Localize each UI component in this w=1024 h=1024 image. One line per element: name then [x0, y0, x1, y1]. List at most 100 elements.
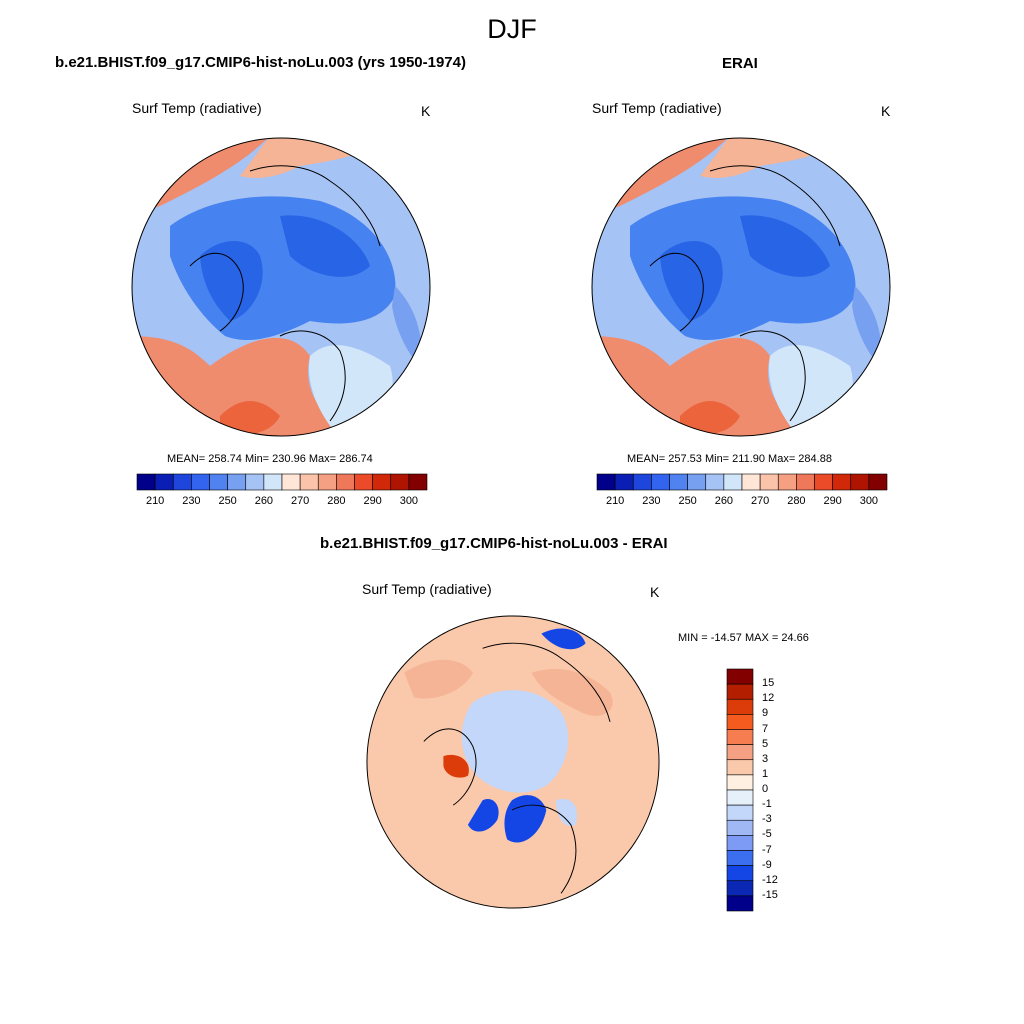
- colorbar-tick-label: 15: [762, 677, 775, 690]
- colorbar-tick-label: 260: [254, 495, 274, 507]
- colorbar-tick-label: 260: [714, 495, 734, 507]
- colorbar-tick-label: 1: [762, 767, 769, 780]
- colorbar-tick-label: 210: [145, 495, 165, 507]
- coastline: [709, 165, 841, 247]
- colorbar-tick-label: 300: [399, 495, 419, 507]
- coastline: [511, 804, 577, 894]
- coastline: [279, 330, 346, 422]
- colorbar-box: [726, 774, 754, 791]
- colorbar-box: [263, 473, 283, 491]
- cold-core-siberia: [280, 215, 370, 277]
- colorbar-box: [651, 473, 670, 491]
- warm-region-siberia: [531, 668, 613, 716]
- colorbar-tick-label: 230: [642, 495, 661, 507]
- panel-3-polar-map: [366, 615, 660, 909]
- panel-2-variable: Surf Temp (radiative): [592, 100, 722, 116]
- colorbar-box: [726, 819, 754, 836]
- colorbar-box: [726, 895, 754, 912]
- map-border: [591, 137, 891, 437]
- colorbar-box: [726, 683, 754, 700]
- cold-anomaly-labrador: [467, 798, 499, 832]
- cool-region-east: [852, 286, 882, 366]
- coastline: [249, 165, 381, 247]
- panel-2-colorbar: [596, 473, 888, 491]
- colorbar-box: [317, 473, 337, 491]
- colorbar-tick-label: -3: [762, 813, 772, 826]
- colorbar-box: [372, 473, 392, 491]
- panel-2-polar-map: [591, 137, 891, 437]
- colorbar-box: [726, 759, 754, 776]
- colorbar-box: [777, 473, 797, 491]
- colorbar-box: [354, 473, 373, 491]
- cold-core-greenland: [200, 241, 263, 321]
- panel-1-title: b.e21.BHIST.f09_g17.CMIP6-hist-noLu.003 …: [55, 54, 466, 71]
- colorbar-box: [726, 880, 754, 897]
- colorbar-box: [726, 865, 754, 882]
- colorbar-box: [726, 668, 754, 685]
- panel-3-variable: Surf Temp (radiative): [362, 581, 492, 597]
- coastline: [739, 330, 806, 422]
- colorbar-tick-label: 7: [762, 722, 769, 735]
- colorbar-box: [868, 473, 888, 491]
- colorbar-box: [136, 473, 156, 491]
- colorbar-tick-label: 280: [787, 495, 806, 507]
- colorbar-tick-label: 250: [218, 495, 237, 507]
- cool-region-arctic: [461, 690, 569, 793]
- panel-2-stats: MEAN= 257.53 Min= 211.90 Max= 284.88: [627, 453, 832, 465]
- colorbar-tick-label: 9: [762, 707, 769, 720]
- colorbar-box: [227, 473, 247, 491]
- colorbar-tick-label: -15: [762, 888, 778, 901]
- colorbar-box: [726, 804, 754, 821]
- cool-region-barents: [556, 798, 578, 826]
- panel-3-units: K: [650, 584, 660, 600]
- colorbar-tick-label: 0: [762, 783, 769, 795]
- colorbar-box: [632, 473, 652, 491]
- colorbar-box: [614, 473, 634, 491]
- colorbar-box: [726, 744, 754, 761]
- colorbar-tick-label: 250: [678, 495, 697, 507]
- panel-1-units: K: [421, 103, 431, 119]
- colorbar-box: [299, 473, 319, 491]
- cold-anomaly-bering: [541, 628, 586, 650]
- colorbar-tick-label: -9: [762, 858, 772, 871]
- warm-core-atlantic: [220, 401, 280, 435]
- colorbar-box: [408, 473, 428, 491]
- panel-2-units: K: [881, 103, 891, 119]
- colorbar-tick-label: -1: [762, 798, 772, 811]
- coastline: [189, 252, 244, 332]
- colorbar-tick-label: 5: [762, 737, 769, 750]
- colorbar-box: [154, 473, 174, 491]
- cold-core-siberia: [740, 215, 830, 277]
- colorbar-box: [759, 473, 779, 491]
- colorbar-box: [209, 473, 228, 491]
- colorbar-tick-label: 270: [290, 495, 310, 507]
- colorbar-tick-label: 230: [182, 495, 201, 507]
- colorbar-box: [245, 473, 265, 491]
- colorbar-box: [281, 473, 301, 491]
- panel-1-stats: MEAN= 258.74 Min= 230.96 Max= 286.74: [167, 453, 373, 465]
- colorbar-tick-label: -5: [762, 828, 772, 841]
- colorbar-tick-label: 290: [823, 495, 842, 507]
- colorbar-tick-label: -7: [762, 843, 772, 856]
- colorbar-box: [850, 473, 870, 491]
- colorbar-box: [726, 789, 754, 806]
- colorbar-tick-label: -12: [762, 873, 778, 886]
- colorbar-box: [814, 473, 833, 491]
- colorbar-box: [741, 473, 761, 491]
- warm-region-alaska: [404, 659, 473, 699]
- coastline: [649, 252, 704, 332]
- colorbar-box: [669, 473, 688, 491]
- colorbar-box: [596, 473, 616, 491]
- panel-3-stats: MIN = -14.57 MAX = 24.66: [678, 632, 809, 644]
- panel-1-colorbar: [136, 473, 428, 491]
- colorbar-box: [726, 714, 754, 730]
- map-border: [131, 137, 431, 437]
- map-border: [366, 615, 660, 909]
- map-field: [366, 615, 660, 909]
- panel-3-title: b.e21.BHIST.f09_g17.CMIP6-hist-noLu.003 …: [320, 535, 668, 552]
- colorbar-box: [726, 729, 754, 745]
- colorbar-box: [390, 473, 410, 491]
- colorbar-box: [172, 473, 192, 491]
- panel-1-variable: Surf Temp (radiative): [132, 100, 262, 116]
- cold-anomaly-greenland-sea: [504, 795, 547, 843]
